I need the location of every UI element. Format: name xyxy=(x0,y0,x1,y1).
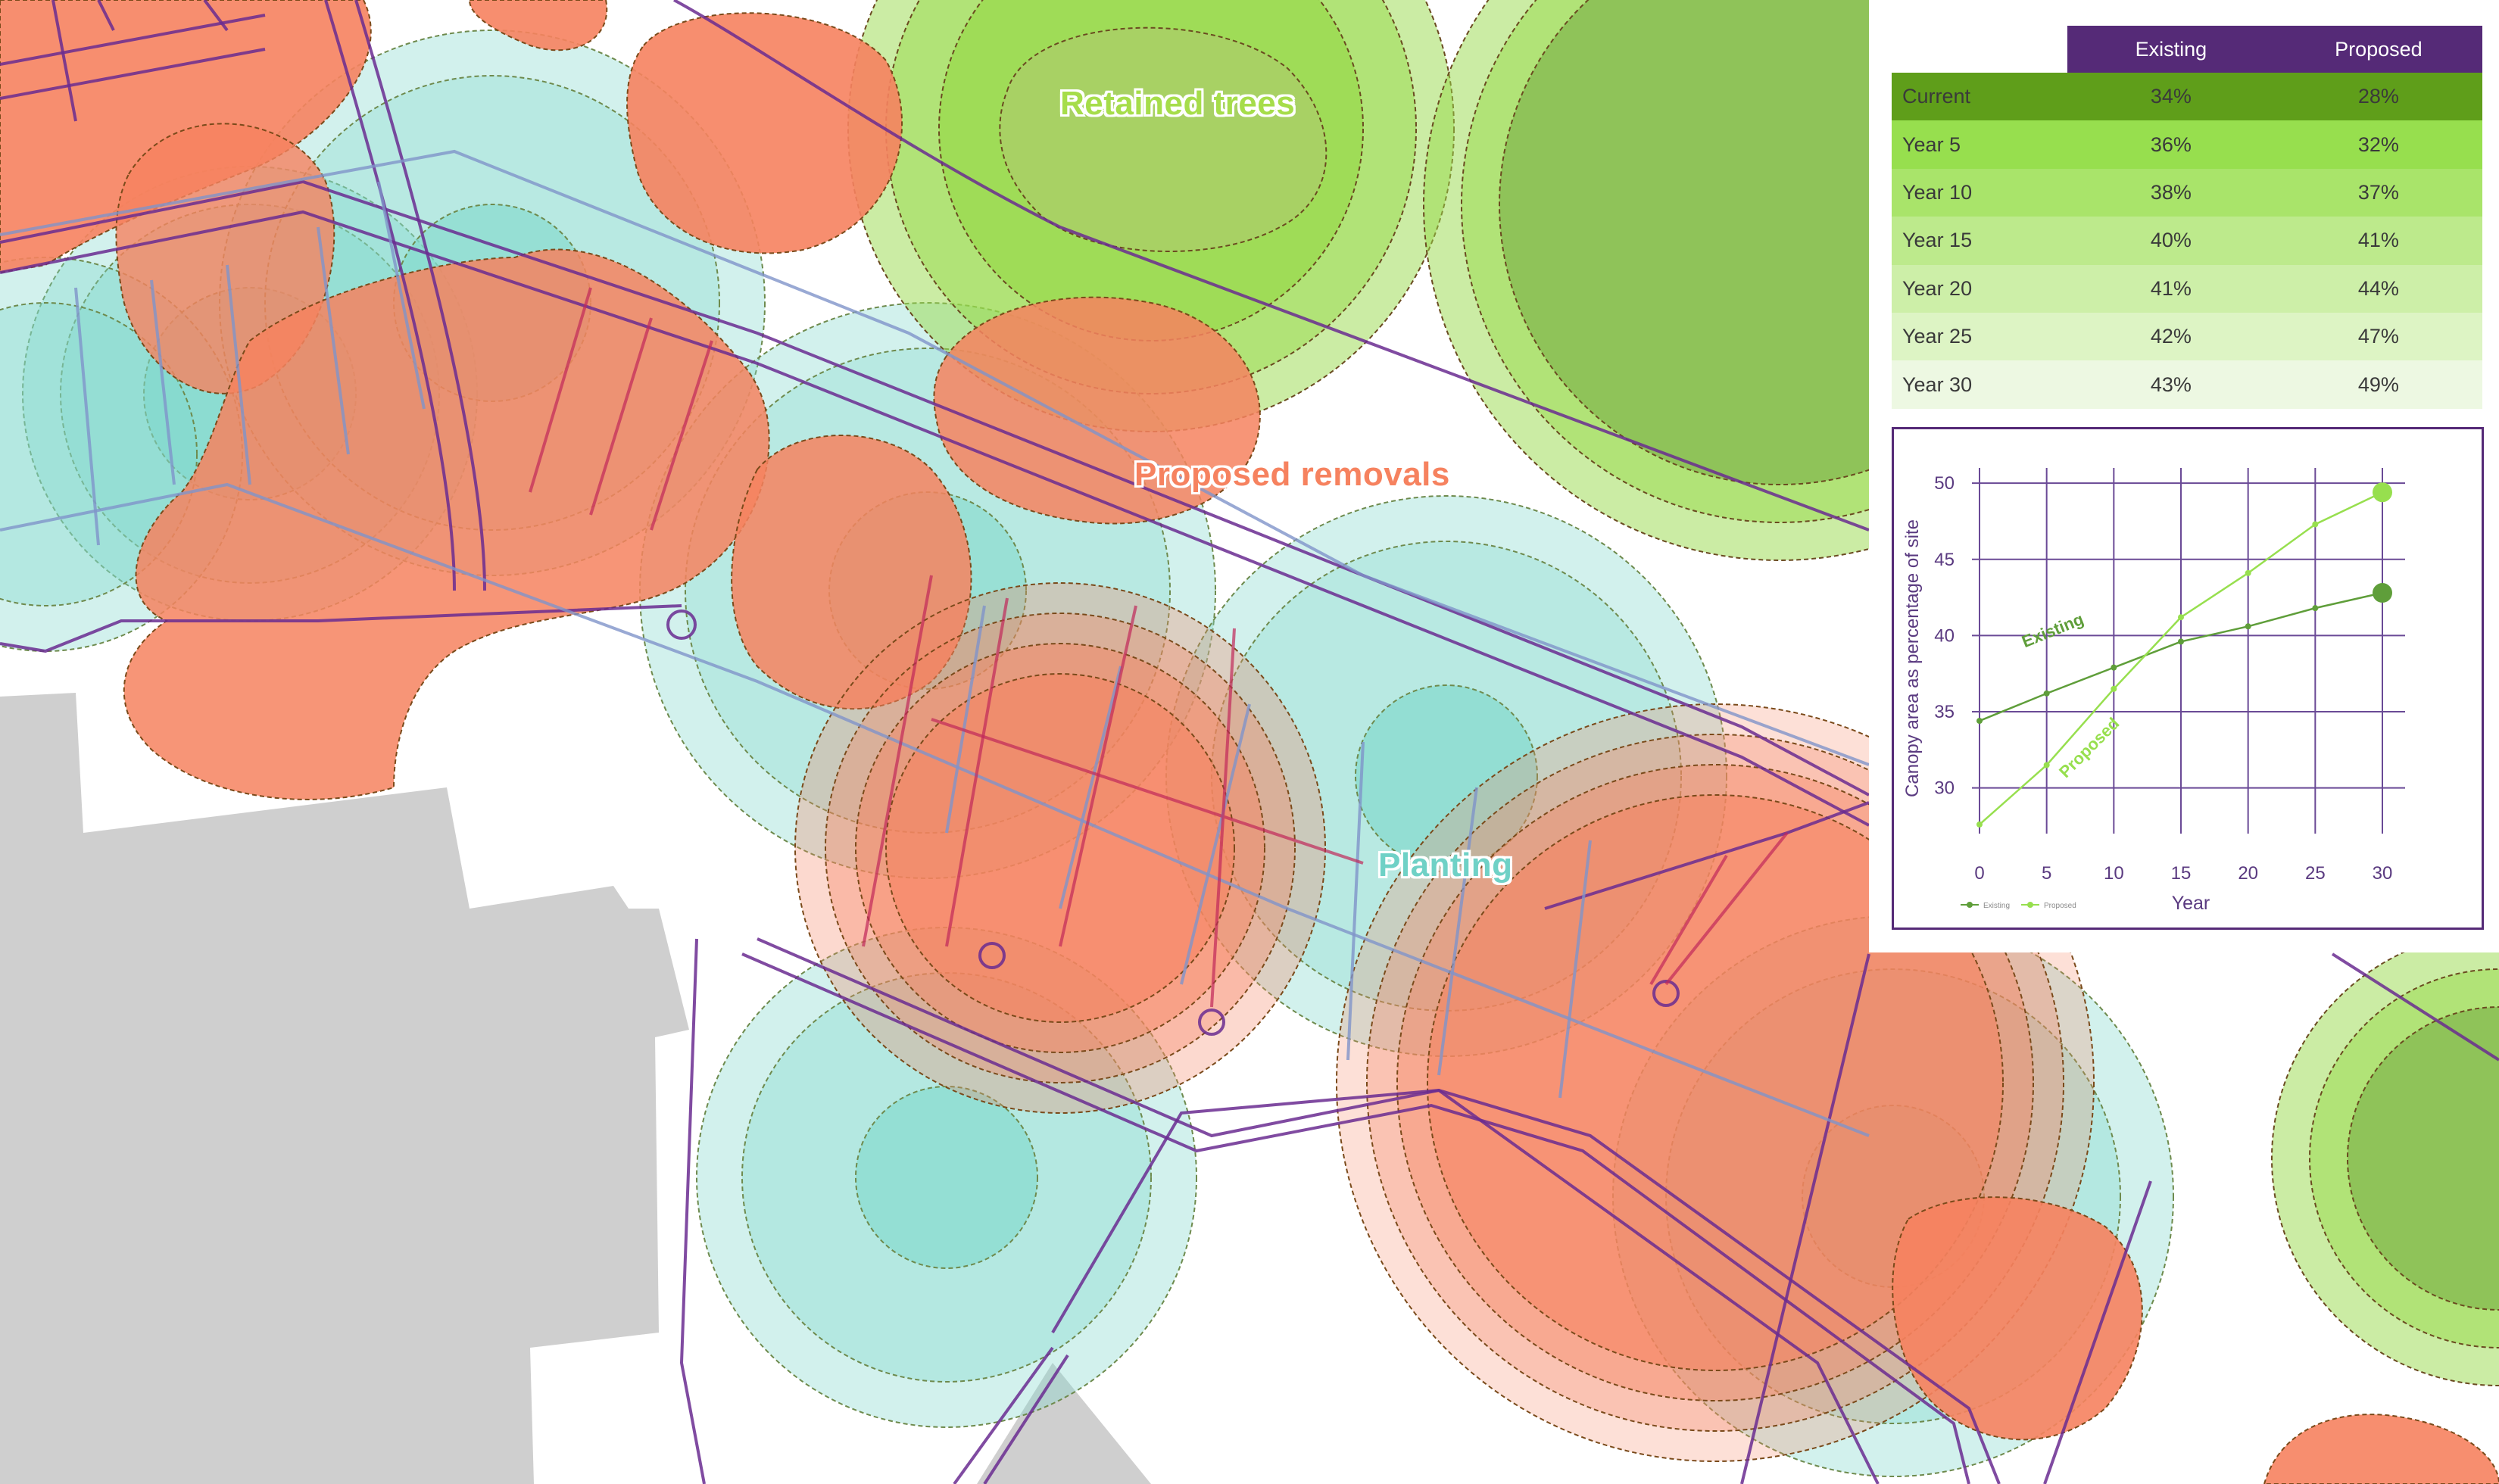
data-point-existing xyxy=(2312,605,2319,612)
x-tick-label: 25 xyxy=(2305,863,2326,884)
data-point-proposed xyxy=(2312,521,2319,528)
row-label: Year 10 xyxy=(1902,180,1973,204)
x-tick-label: 0 xyxy=(1974,863,1984,884)
proposed-value: 37% xyxy=(2357,180,2399,204)
legend-label: Existing xyxy=(1983,902,2010,910)
column-header-proposed: Proposed xyxy=(2274,26,2482,73)
canopy-summary-panel: Existing Proposed Current 34% 28% Year 5 36%… xyxy=(1869,0,2499,952)
existing-value: 36% xyxy=(2150,132,2192,156)
x-tick-label: 10 xyxy=(2104,863,2124,884)
row-label: Year 15 xyxy=(1902,229,1973,252)
data-point-existing xyxy=(2245,623,2251,630)
existing-value: 40% xyxy=(2150,229,2192,252)
proposed-removals-label: Proposed removals xyxy=(1134,456,1450,493)
building xyxy=(0,693,1151,1484)
data-point-existing xyxy=(2043,690,2050,697)
data-point-existing xyxy=(2178,638,2184,645)
row-label: Year 25 xyxy=(1902,325,1973,348)
legend-marker xyxy=(2027,902,2033,908)
y-tick-label: 50 xyxy=(1934,473,1955,494)
proposed-value: 41% xyxy=(2357,229,2399,252)
existing-value: 34% xyxy=(2150,85,2192,108)
legend-label: Proposed xyxy=(2044,902,2076,910)
existing-value: 43% xyxy=(2150,373,2192,396)
y-tick-label: 30 xyxy=(1934,778,1955,799)
row-label: Year 30 xyxy=(1902,373,1973,396)
canopy-table: Existing Proposed Current 34% 28% Year 5 36%… xyxy=(1892,26,2482,409)
inline-label-proposed: Proposed xyxy=(2055,714,2123,781)
data-point-existing xyxy=(2373,583,2392,603)
x-axis-label: Year xyxy=(2172,893,2210,914)
table-row: Year 20 41% 44% xyxy=(1892,264,2482,313)
table-corner xyxy=(1892,26,2067,73)
column-header-existing: Existing xyxy=(2067,26,2275,73)
table-body: Current 34% 28% Year 5 36% 32% Year 10 38% 37% Ye… xyxy=(1892,73,2482,409)
existing-walls xyxy=(529,287,1789,1008)
data-point-proposed xyxy=(2111,685,2117,692)
y-tick-label: 40 xyxy=(1934,625,1955,646)
table-row: Year 10 38% 37% xyxy=(1892,168,2482,217)
x-tick-label: 5 xyxy=(2042,863,2051,884)
data-point-proposed xyxy=(2373,482,2392,503)
proposed-value: 28% xyxy=(2357,85,2399,108)
canopy-line-chart: 0 5 10 15 20 25 30 30 35 40 45 50 Year Canopy area as… xyxy=(1902,468,2405,914)
table-row: Year 25 42% 47% xyxy=(1892,312,2482,361)
y-tick-label: 35 xyxy=(1934,702,1955,722)
proposed-value: 32% xyxy=(2357,132,2399,156)
planting-label: Planting xyxy=(1378,846,1513,884)
proposed-value: 47% xyxy=(2357,325,2399,348)
y-tick-label: 45 xyxy=(1934,550,1955,570)
data-point-proposed xyxy=(1976,821,1983,828)
data-point-proposed xyxy=(2043,762,2050,768)
table-row: Year 15 40% 41% xyxy=(1892,217,2482,265)
existing-value: 42% xyxy=(2150,325,2192,348)
x-tick-label: 15 xyxy=(2171,863,2192,884)
data-point-proposed xyxy=(2245,569,2251,576)
table-header-row: Existing Proposed xyxy=(1892,26,2482,73)
row-label: Year 20 xyxy=(1902,276,1973,300)
row-label: Year 5 xyxy=(1902,132,1961,156)
table-row: Current 34% 28% xyxy=(1892,73,2482,121)
table-row: Year 30 43% 49% xyxy=(1892,360,2482,409)
row-label: Current xyxy=(1902,85,1971,108)
table-row: Year 5 36% 32% xyxy=(1892,120,2482,169)
path-lines xyxy=(0,149,1870,1137)
data-point-existing xyxy=(1976,718,1983,725)
x-tick-label: 20 xyxy=(2238,863,2258,884)
proposed-value: 44% xyxy=(2357,276,2399,300)
inline-label-existing: Existing xyxy=(2019,610,2086,651)
canopy-chart: 0 5 10 15 20 25 30 30 35 40 45 50 Year Canopy area as… xyxy=(1892,427,2484,930)
data-point-proposed xyxy=(2178,614,2184,621)
existing-value: 41% xyxy=(2150,276,2192,300)
y-axis-label: Canopy area as percentage of site xyxy=(1902,519,1923,797)
existing-value: 38% xyxy=(2150,180,2192,204)
retained-trees-label: Retained trees xyxy=(1060,85,1296,122)
proposed-value: 49% xyxy=(2357,373,2399,396)
legend-marker xyxy=(1967,902,1973,908)
x-tick-label: 30 xyxy=(2373,863,2393,884)
data-point-existing xyxy=(2111,664,2117,671)
